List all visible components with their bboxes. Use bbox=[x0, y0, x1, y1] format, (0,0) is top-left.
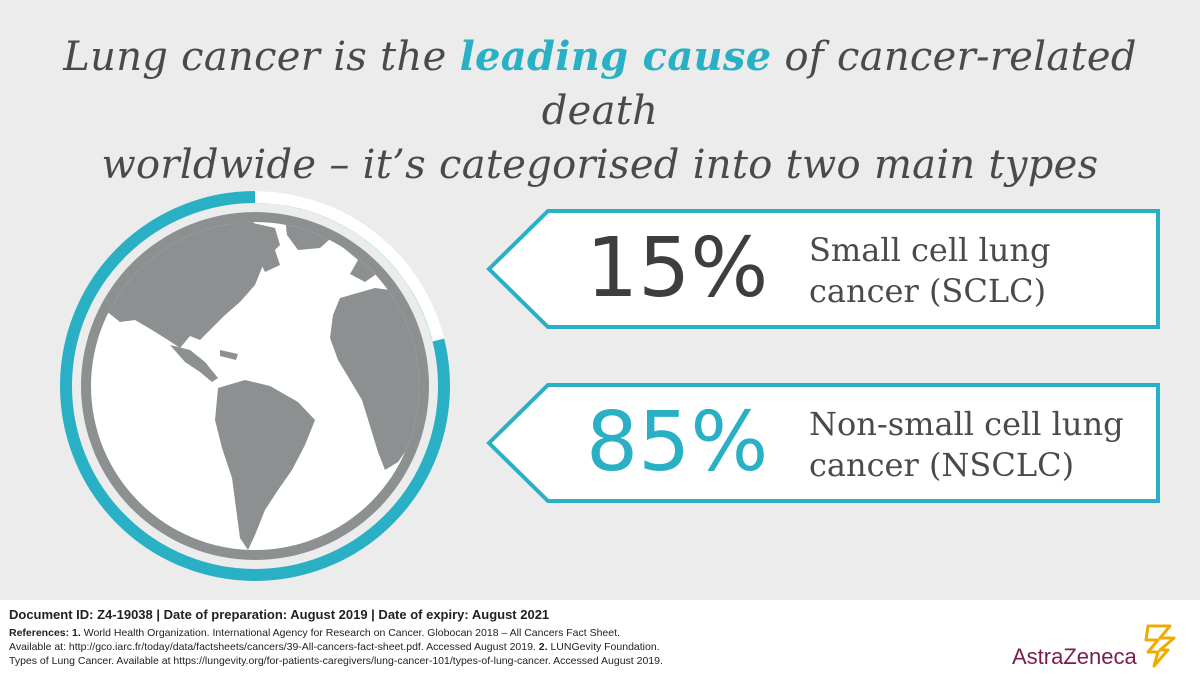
sclc-label: Small cell lung cancer (SCLC) bbox=[809, 230, 1149, 312]
sclc-label-line-1: Small cell lung bbox=[809, 231, 1051, 269]
sclc-callout: 15% Small cell lung cancer (SCLC) bbox=[486, 208, 1161, 330]
astrazeneca-logo: AstraZeneca bbox=[1012, 624, 1182, 672]
headline-line-2: worldwide – it’s categorised into two ma… bbox=[101, 142, 1099, 188]
headline-text: of cancer-related death bbox=[541, 34, 1137, 134]
ref1-number: 1. bbox=[72, 627, 81, 639]
references-line-1: References: 1. World Health Organization… bbox=[9, 626, 809, 640]
ref1-availability: Available at: http://gco.iarc.fr/today/d… bbox=[9, 641, 536, 653]
footer: Document ID: Z4-19038 | Date of preparat… bbox=[0, 600, 1200, 677]
nsclc-percentage: 85% bbox=[586, 395, 769, 490]
nsclc-label: Non-small cell lung cancer (NSCLC) bbox=[809, 404, 1149, 486]
sclc-label-line-2: cancer (SCLC) bbox=[809, 272, 1047, 310]
headline-text: Lung cancer is the bbox=[63, 34, 460, 80]
headline-line-1: Lung cancer is the leading cause of canc… bbox=[0, 30, 1200, 138]
nsclc-callout: 85% Non-small cell lung cancer (NSCLC) bbox=[486, 382, 1161, 504]
references-line-2: Available at: http://gco.iarc.fr/today/d… bbox=[9, 640, 809, 654]
nsclc-label-line-1: Non-small cell lung bbox=[809, 405, 1124, 443]
headline-accent: leading cause bbox=[459, 33, 772, 80]
ref1-text: World Health Organization. International… bbox=[83, 627, 620, 639]
sclc-percentage: 15% bbox=[586, 221, 769, 316]
ref2-text: LUNGevity Foundation. bbox=[550, 641, 660, 653]
logo-wordmark: AstraZeneca bbox=[1012, 644, 1137, 669]
astrazeneca-logo-mark-icon bbox=[1144, 624, 1176, 668]
nsclc-label-line-2: cancer (NSCLC) bbox=[809, 446, 1075, 484]
document-info: Document ID: Z4-19038 | Date of preparat… bbox=[9, 607, 550, 622]
globe-icon bbox=[40, 190, 480, 590]
references-line-3: Types of Lung Cancer. Available at https… bbox=[9, 655, 663, 667]
ref2-number: 2. bbox=[538, 641, 548, 653]
references-label: References: bbox=[9, 627, 70, 639]
headline: Lung cancer is the leading cause of canc… bbox=[0, 30, 1200, 192]
references: References: 1. World Health Organization… bbox=[9, 626, 809, 668]
